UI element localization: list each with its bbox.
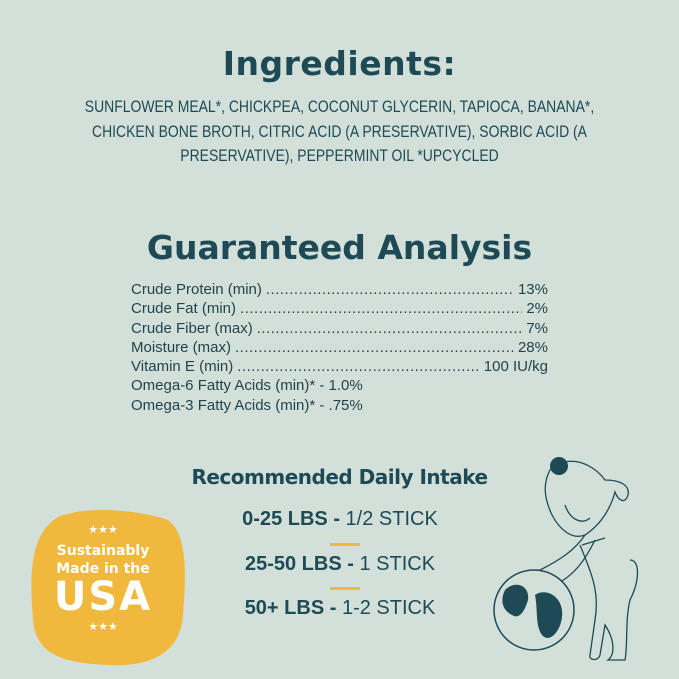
dot-leader <box>237 357 480 376</box>
analysis-value: 100 IU/kg <box>483 358 548 376</box>
ingredients-list: SUNFLOWER MEAL*, CHICKPEA, COCONUT GLYCE… <box>0 95 679 169</box>
analysis-row: Vitamin E (min) 100 IU/kg <box>131 357 548 376</box>
dot-leader <box>240 299 522 318</box>
ingredients-title: Ingredients: <box>222 44 457 83</box>
analysis-value: 7% <box>526 319 548 337</box>
gold-divider <box>330 587 360 590</box>
ingredients-line: PRESERVATIVE), PEPPERMINT OIL *UPCYCLED <box>180 146 499 165</box>
ingredients-line: SUNFLOWER MEAL*, CHICKPEA, COCONUT GLYCE… <box>84 97 595 116</box>
intake-weight: 50+ LBS - <box>244 597 337 619</box>
intake-amount: 1-2 STICK <box>341 597 436 619</box>
dot-leader <box>266 280 514 299</box>
intake-amount: 1/2 STICK <box>345 508 438 530</box>
dot-leader <box>257 319 523 338</box>
analysis-label: Crude Fiber (max) <box>131 319 253 337</box>
dog-with-globe-illustration <box>493 457 639 661</box>
analysis-extra: Omega-6 Fatty Acids (min)* - 1.0% <box>131 377 363 395</box>
analysis-label: Vitamin E (min) <box>131 358 234 376</box>
badge-line: Made in the <box>56 561 150 577</box>
analysis-value: 13% <box>517 281 548 298</box>
analysis-table: Crude Protein (min) 13% Crude Fat (min) 2%… <box>131 280 548 415</box>
dot-leader <box>235 338 514 357</box>
stars-icon: ★★★ <box>88 523 118 536</box>
analysis-title: Guaranteed Analysis <box>146 228 533 267</box>
analysis-extra: Omega-3 Fatty Acids (min)* - .75% <box>131 396 363 414</box>
intake-weight: 25-50 LBS - <box>244 553 354 575</box>
intake-row: 50+ LBS - 1-2 STICK <box>180 597 500 620</box>
analysis-label: Crude Protein (min) <box>131 281 262 298</box>
analysis-label: Crude Fat (min) <box>131 300 237 318</box>
ingredients-line: CHICKEN BONE BROTH, CITRIC ACID (A PRESE… <box>92 121 587 141</box>
intake-row: 25-50 LBS - 1 STICK <box>180 553 500 576</box>
analysis-row: Moisture (max) 28% <box>131 338 548 357</box>
intake-amount: 1 STICK <box>359 553 436 575</box>
analysis-value: 28% <box>517 338 548 356</box>
stars-icon: ★★★ <box>88 620 118 633</box>
badge-blob <box>31 509 185 666</box>
intake-title: Recommended Daily Intake <box>191 465 488 489</box>
analysis-label: Moisture (max) <box>131 338 232 356</box>
intake-row: 0-25 LBS - 1/2 STICK <box>180 508 500 531</box>
analysis-row: Crude Fat (min) 2% <box>131 299 548 318</box>
intake-weight: 0-25 LBS - <box>242 508 340 530</box>
analysis-value: 2% <box>526 300 548 318</box>
analysis-row: Crude Fiber (max) 7% <box>131 319 548 338</box>
analysis-row: Crude Protein (min) 13% <box>131 280 548 299</box>
badge-usa: USA <box>53 574 153 620</box>
gold-divider <box>330 543 360 546</box>
badge-line: Sustainably <box>56 543 150 559</box>
